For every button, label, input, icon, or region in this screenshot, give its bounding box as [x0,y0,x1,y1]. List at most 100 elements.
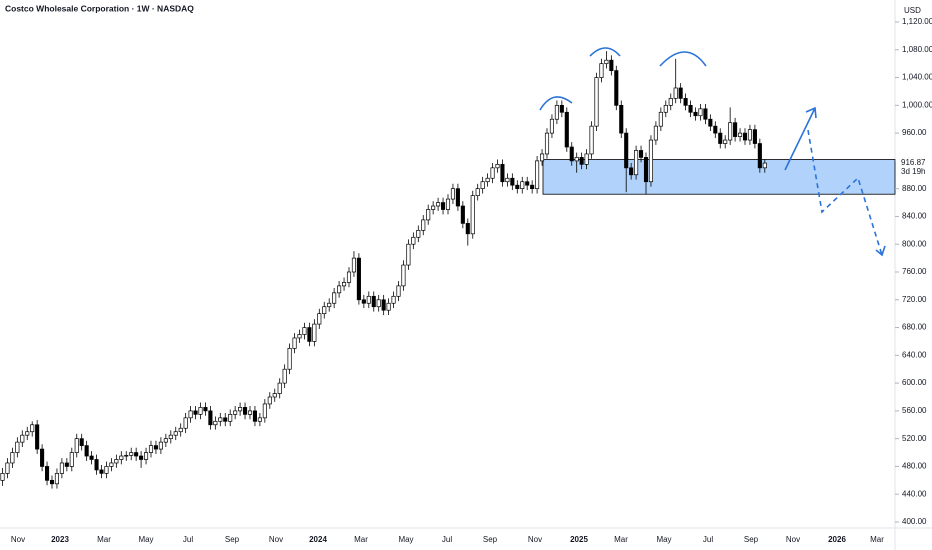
y-tick-label: 400.00 [902,517,927,526]
candle-body [693,111,698,117]
y-tick-label: 800.00 [902,239,927,248]
x-tick-label: 2024 [309,535,327,544]
candle-body [391,295,396,304]
candle-body [757,143,762,169]
y-tick-label: 880.00 [902,184,927,193]
candle-body [703,108,708,120]
candle-body [203,407,208,412]
candle-body [282,368,287,384]
candle-body [376,299,381,308]
candle-body [272,393,277,398]
candle-body [342,282,347,287]
x-tick-label: 2026 [828,535,846,544]
candle-body [148,445,154,453]
y-tick-label: 1,000.00 [902,100,932,109]
candle-body [322,306,327,315]
y-tick-label: 440.00 [902,489,927,498]
chart-title: Costco Wholesale Corporation · 1W · NASD… [5,3,194,13]
candle-body [109,462,114,467]
candle-body [436,202,441,207]
candle-body [465,223,470,235]
y-tick-label: 760.00 [902,267,927,276]
candle-body [94,459,99,471]
candle-body [158,441,163,450]
candle-body [386,302,391,311]
candle-body [614,70,619,106]
candle-body [64,462,69,467]
x-tick-label: Nov [528,535,542,544]
candle-body [218,417,223,422]
candle-body [69,452,74,467]
candle-body [604,59,609,65]
candle-body [168,434,173,440]
candle-body [208,410,213,426]
candle-body [634,150,639,176]
candle-body [297,334,302,339]
y-tick-label: 1,080.00 [902,45,932,54]
candle-body [356,257,361,301]
candle-body [431,205,436,210]
candle-body [723,139,728,144]
candle-body [728,122,733,141]
x-tick-label: Mar [97,535,111,544]
support-zone [542,159,896,195]
candle-body [124,454,129,457]
candle-body [668,98,673,106]
candle-body [599,63,604,78]
candle-body [678,87,683,99]
candle-body [361,299,366,304]
candle-body [262,403,267,419]
candle-body [178,427,183,433]
candle-body [609,59,614,71]
down-arrow-head [875,245,886,257]
candle-body [490,167,495,179]
candle-body [40,448,45,467]
candle-body [445,198,451,210]
y-tick-label: 560.00 [902,406,927,415]
candles [0,51,767,489]
candle-body [312,323,317,342]
candle-body [129,452,134,456]
right-shoulder-arc [659,51,707,67]
candle-body [337,285,342,294]
candle-body [139,455,144,460]
candle-body [688,104,693,113]
candle-body [317,313,322,325]
candle-body [441,202,446,210]
candle-body [470,195,475,235]
candle-body [643,157,649,183]
annotations [539,47,886,257]
candle-body [79,438,84,446]
candle-body [381,299,386,311]
candle-body [153,445,159,450]
x-tick-label: May [398,535,413,544]
candle-body [267,396,272,405]
candle-body [579,157,584,165]
candle-body [752,129,757,144]
candle-body [401,264,406,287]
last-price-box [896,157,932,178]
candle-body [480,181,485,190]
candle-body [228,414,233,422]
candle-body [742,132,748,141]
candle-body [114,459,119,464]
candle-body [658,111,663,127]
candle-body [549,118,555,134]
x-tick-label: Jul [183,535,193,544]
candle-body [292,337,297,349]
candle-body [238,407,243,412]
y-tick-label: 1,120.00 [902,17,932,26]
y-tick-label: 480.00 [902,462,927,471]
candle-body [737,132,743,137]
candle-body [5,462,10,474]
candle-body [351,257,357,273]
candle-body [0,473,5,481]
candle-body [638,150,644,158]
candle-body [54,473,60,485]
candle-body [544,132,550,155]
candle-body [30,424,35,433]
candle-body [683,98,688,106]
candle-body [589,125,594,155]
candle-body [346,271,352,283]
candle-body [173,431,178,436]
